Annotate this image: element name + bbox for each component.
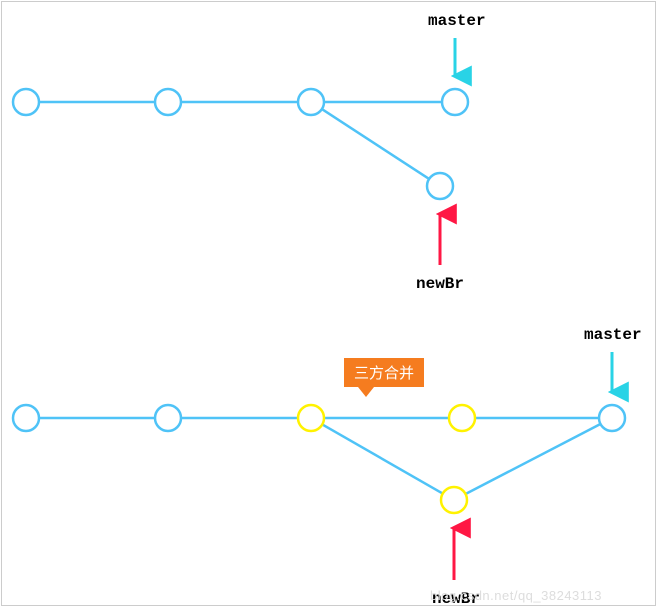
branch-label-newbr: newBr — [416, 275, 464, 293]
commit-node — [13, 89, 39, 115]
nodes-layer — [13, 89, 625, 513]
merge-callout: 三方合并 — [344, 358, 424, 387]
commit-node — [155, 89, 181, 115]
callout-text: 三方合并 — [354, 365, 414, 382]
diagram-svg — [0, 0, 657, 607]
commit-edge — [466, 424, 601, 494]
commit-node — [442, 89, 468, 115]
branch-label-master: master — [584, 326, 642, 344]
commit-node — [155, 405, 181, 431]
commit-node-highlight — [298, 405, 324, 431]
edges-layer — [39, 102, 600, 494]
commit-edge — [322, 109, 429, 179]
watermark: blog.csdn.net/qq_38243113 — [430, 588, 602, 603]
commit-edge — [322, 424, 442, 493]
commit-node-highlight — [449, 405, 475, 431]
watermark-text: blog.csdn.net/qq_38243113 — [430, 588, 602, 603]
commit-node — [599, 405, 625, 431]
commit-node — [298, 89, 324, 115]
commit-node-highlight — [441, 487, 467, 513]
branch-label-master: master — [428, 12, 486, 30]
commit-node — [13, 405, 39, 431]
commit-node — [427, 173, 453, 199]
